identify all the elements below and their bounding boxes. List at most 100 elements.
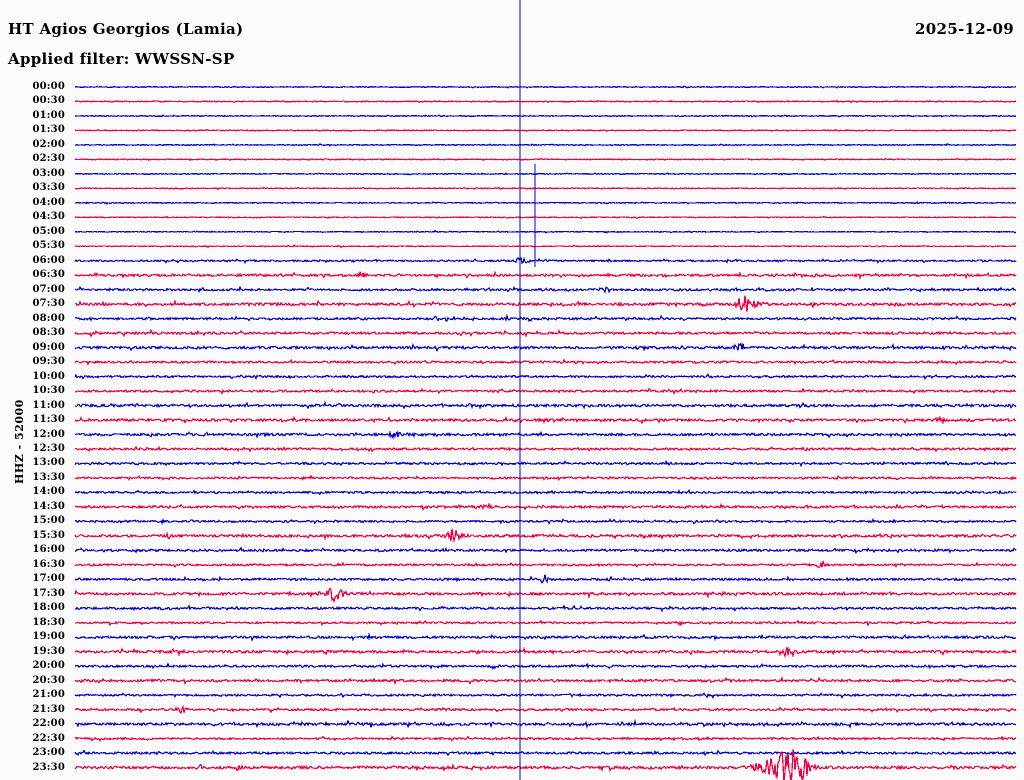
- time-label-0730: 07:30: [32, 298, 65, 310]
- time-label-0230: 02:30: [32, 153, 65, 165]
- trace-1830: [74, 619, 1017, 627]
- time-label-0900: 09:00: [32, 341, 65, 353]
- time-label-0100: 01:00: [32, 109, 65, 121]
- trace-1200: [74, 430, 1017, 440]
- trace-0900: [74, 342, 1017, 352]
- trace-1430: [74, 502, 1017, 511]
- time-label-2100: 21:00: [32, 689, 65, 701]
- time-label-1100: 11:00: [32, 399, 65, 411]
- trace-0330: [74, 186, 1017, 191]
- time-label-0330: 03:30: [32, 182, 65, 194]
- trace-0130: [74, 128, 1017, 133]
- time-label-1300: 13:00: [32, 457, 65, 469]
- trace-1600: [74, 546, 1017, 554]
- trace-0200: [74, 143, 1017, 147]
- time-label-1500: 15:00: [32, 515, 65, 527]
- trace-1130: [74, 415, 1017, 426]
- time-label-0630: 06:30: [32, 269, 65, 281]
- time-axis-labels: 00:00 00:30 01:00 01:30 02:00 02:30 03:00 03:30…: [0, 0, 72, 780]
- trace-2030: [74, 675, 1017, 686]
- trace-0000: [74, 85, 1017, 89]
- trace-0830: [74, 328, 1017, 338]
- time-label-1930: 19:30: [32, 645, 65, 657]
- trace-1730: [74, 586, 1017, 604]
- trace-1400: [74, 488, 1017, 496]
- time-label-2230: 22:30: [32, 732, 65, 744]
- time-label-2330: 23:30: [32, 761, 65, 773]
- trace-0300: [74, 172, 1017, 176]
- time-label-0400: 04:00: [32, 196, 65, 208]
- trace-0630: [74, 270, 1017, 280]
- trace-0530: [74, 244, 1017, 249]
- time-label-0030: 00:30: [32, 95, 65, 107]
- trace-2300: [74, 749, 1017, 757]
- time-label-1000: 10:00: [32, 370, 65, 382]
- time-label-1400: 14:00: [32, 486, 65, 498]
- time-label-0830: 08:30: [32, 327, 65, 339]
- time-label-2200: 22:00: [32, 718, 65, 730]
- trace-1700: [74, 574, 1017, 584]
- time-label-2000: 20:00: [32, 660, 65, 672]
- time-label-0130: 01:30: [32, 124, 65, 136]
- time-label-2030: 20:30: [32, 674, 65, 686]
- trace-1630: [74, 560, 1017, 569]
- trace-2200: [74, 718, 1017, 729]
- trace-0430: [74, 215, 1017, 220]
- trace-1000: [74, 373, 1017, 381]
- time-label-2300: 23:00: [32, 747, 65, 759]
- trace-1530: [74, 528, 1017, 544]
- trace-2230: [74, 735, 1017, 742]
- trace-0930: [74, 358, 1017, 367]
- trace-0800: [74, 313, 1017, 323]
- time-label-0500: 05:00: [32, 225, 65, 237]
- trace-0030: [74, 99, 1017, 104]
- trace-1300: [74, 459, 1017, 468]
- trace-0600: [74, 256, 1017, 265]
- time-label-0300: 03:00: [32, 167, 65, 179]
- trace-0100: [74, 114, 1017, 118]
- time-label-1200: 12:00: [32, 428, 65, 440]
- time-label-1630: 16:30: [32, 558, 65, 570]
- time-label-1730: 17:30: [32, 587, 65, 599]
- time-label-1530: 15:30: [32, 529, 65, 541]
- time-label-1600: 16:00: [32, 544, 65, 556]
- trace-0230: [74, 157, 1017, 162]
- time-label-0700: 07:00: [32, 283, 65, 295]
- trace-0700: [74, 285, 1017, 294]
- time-label-0800: 08:00: [32, 312, 65, 324]
- time-label-2130: 21:30: [32, 703, 65, 715]
- record-date: 2025-12-09: [915, 20, 1014, 38]
- time-label-1830: 18:30: [32, 616, 65, 628]
- time-label-1900: 19:00: [32, 631, 65, 643]
- trace-1930: [74, 646, 1017, 659]
- trace-2000: [74, 662, 1017, 670]
- trace-0730: [74, 295, 1017, 312]
- trace-1500: [74, 517, 1017, 526]
- trace-0400: [74, 200, 1017, 205]
- trace-1900: [74, 632, 1017, 642]
- trace-1330: [74, 474, 1017, 482]
- time-label-1130: 11:30: [32, 414, 65, 426]
- time-label-1330: 13:30: [32, 471, 65, 483]
- trace-1100: [74, 400, 1017, 410]
- time-label-0200: 02:00: [32, 138, 65, 150]
- time-label-1700: 17:00: [32, 573, 65, 585]
- time-label-1230: 12:30: [32, 443, 65, 454]
- time-label-1030: 10:30: [32, 385, 65, 397]
- trace-2330: [74, 748, 1017, 780]
- trace-1030: [74, 387, 1017, 396]
- trace-0500: [74, 229, 1017, 234]
- time-label-0430: 04:30: [32, 211, 65, 223]
- time-label-0600: 06:00: [32, 254, 65, 266]
- station-title: HT Agios Georgios (Lamia): [8, 20, 244, 38]
- time-label-1800: 18:00: [32, 602, 65, 614]
- time-label-0000: 00:00: [32, 81, 65, 92]
- trace-1230: [74, 445, 1017, 453]
- applied-filter-label: Applied filter: WWSSN-SP: [8, 50, 235, 68]
- trace-2100: [74, 692, 1017, 699]
- time-label-0930: 09:30: [32, 356, 65, 368]
- trace-1800: [74, 604, 1017, 613]
